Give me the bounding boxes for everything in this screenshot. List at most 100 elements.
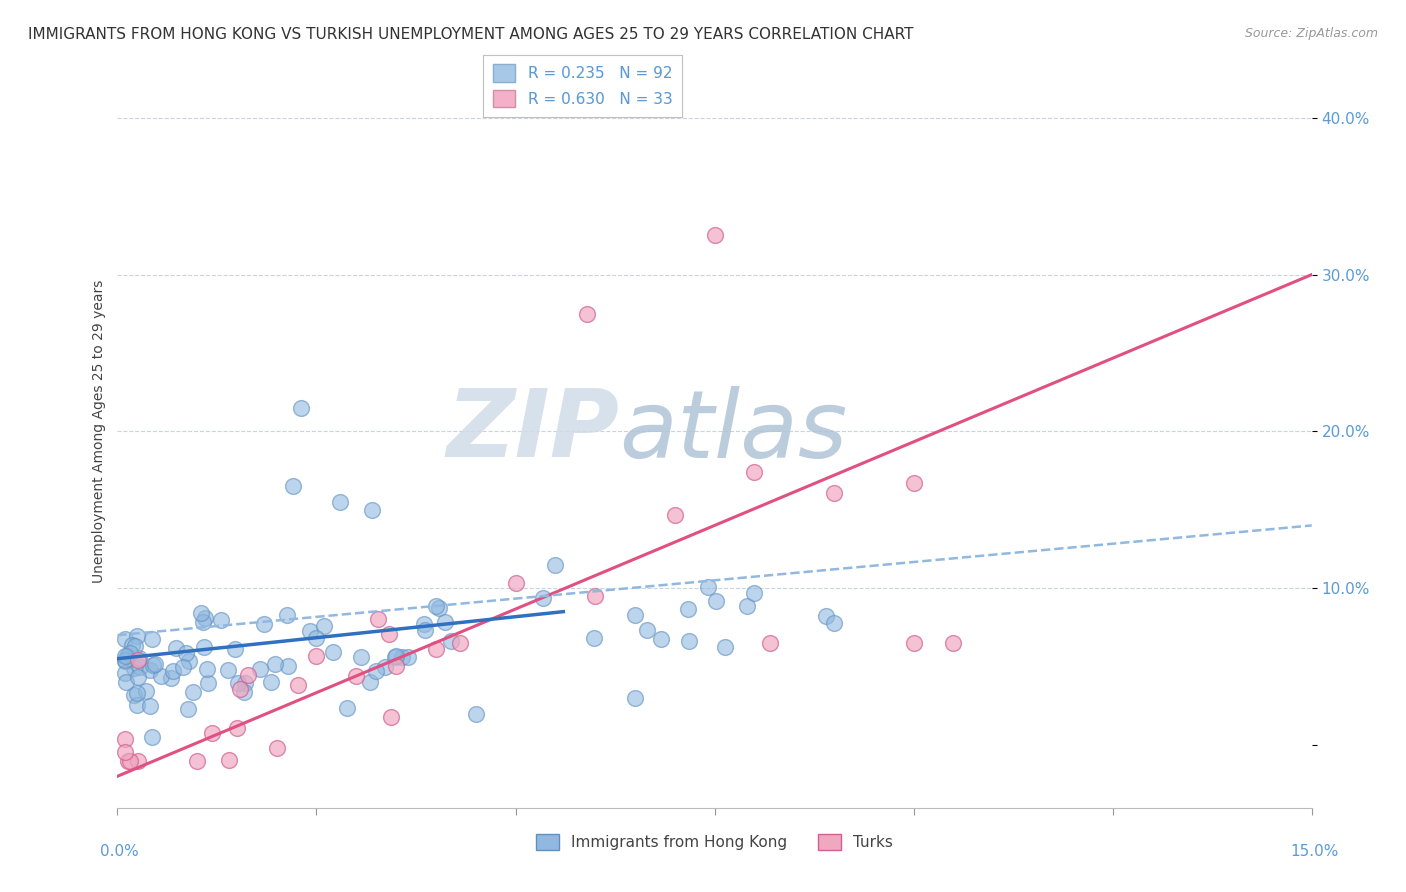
Point bbox=[942, 636, 965, 650]
Point bbox=[583, 631, 606, 645]
Point bbox=[531, 591, 554, 606]
Point bbox=[114, 653, 136, 667]
Point bbox=[125, 629, 148, 643]
Point bbox=[114, 649, 136, 664]
Point bbox=[703, 228, 725, 243]
Point bbox=[197, 675, 219, 690]
Point bbox=[236, 668, 259, 682]
Point bbox=[440, 633, 463, 648]
Point bbox=[139, 663, 162, 677]
Point bbox=[391, 650, 413, 665]
Point bbox=[225, 721, 247, 735]
Point bbox=[650, 632, 672, 647]
Point bbox=[287, 678, 309, 692]
Point bbox=[277, 659, 299, 673]
Point bbox=[814, 608, 837, 623]
Point bbox=[253, 616, 276, 631]
Point bbox=[177, 654, 200, 668]
Point bbox=[706, 593, 728, 607]
Point bbox=[124, 640, 146, 654]
Point bbox=[172, 659, 194, 673]
Point bbox=[139, 699, 162, 714]
Point bbox=[218, 754, 240, 768]
Point bbox=[160, 671, 183, 685]
Legend: R = 0.235   N = 92, R = 0.630   N = 33: R = 0.235 N = 92, R = 0.630 N = 33 bbox=[484, 55, 682, 117]
Point bbox=[186, 754, 208, 768]
Point bbox=[117, 754, 139, 768]
Point bbox=[194, 611, 217, 625]
Point bbox=[122, 660, 145, 674]
Point bbox=[744, 586, 766, 600]
Point bbox=[120, 754, 142, 768]
Point bbox=[329, 495, 352, 509]
Point bbox=[193, 615, 215, 629]
Point bbox=[266, 741, 288, 756]
Point bbox=[322, 644, 344, 658]
Point bbox=[125, 686, 148, 700]
Point bbox=[464, 706, 486, 721]
Point bbox=[176, 646, 198, 660]
Point bbox=[249, 662, 271, 676]
Text: ZIP: ZIP bbox=[446, 385, 619, 477]
Point bbox=[115, 675, 138, 690]
Point bbox=[233, 675, 256, 690]
Point bbox=[305, 648, 328, 663]
Point bbox=[276, 608, 298, 623]
Point bbox=[121, 638, 143, 652]
Point bbox=[624, 690, 647, 705]
Point bbox=[364, 665, 387, 679]
Point bbox=[714, 640, 737, 654]
Point bbox=[195, 662, 218, 676]
Point bbox=[127, 653, 149, 667]
Point bbox=[385, 659, 408, 673]
Point bbox=[233, 685, 256, 699]
Point bbox=[350, 650, 373, 665]
Point bbox=[374, 659, 396, 673]
Point bbox=[903, 636, 925, 650]
Point bbox=[135, 684, 157, 698]
Y-axis label: Unemployment Among Ages 25 to 29 years: Unemployment Among Ages 25 to 29 years bbox=[93, 280, 107, 583]
Point bbox=[114, 654, 136, 668]
Point bbox=[290, 401, 312, 415]
Point bbox=[396, 650, 419, 665]
Text: 15.0%: 15.0% bbox=[1291, 845, 1339, 859]
Point bbox=[636, 623, 658, 637]
Point bbox=[150, 668, 173, 682]
Point bbox=[141, 730, 163, 744]
Point bbox=[433, 615, 456, 630]
Point bbox=[114, 666, 136, 681]
Point bbox=[281, 479, 304, 493]
Point bbox=[505, 575, 527, 590]
Point bbox=[128, 650, 150, 665]
Point bbox=[384, 650, 406, 665]
Point bbox=[209, 613, 232, 627]
Point bbox=[429, 601, 451, 615]
Point bbox=[122, 688, 145, 702]
Point bbox=[128, 754, 150, 768]
Point bbox=[305, 631, 328, 645]
Point bbox=[142, 657, 165, 672]
Point bbox=[425, 599, 447, 613]
Text: Source: ZipAtlas.com: Source: ZipAtlas.com bbox=[1244, 27, 1378, 40]
Point bbox=[678, 602, 700, 616]
Point bbox=[312, 619, 335, 633]
Point bbox=[298, 624, 321, 638]
Point bbox=[141, 632, 163, 646]
Point bbox=[359, 674, 381, 689]
Point bbox=[361, 502, 384, 516]
Point bbox=[678, 634, 700, 648]
Point bbox=[385, 649, 408, 664]
Point bbox=[344, 669, 367, 683]
Point bbox=[143, 657, 166, 672]
Point bbox=[125, 698, 148, 713]
Point bbox=[583, 590, 606, 604]
Point bbox=[697, 580, 720, 594]
Point bbox=[744, 465, 766, 479]
Point bbox=[823, 486, 845, 500]
Text: IMMIGRANTS FROM HONG KONG VS TURKISH UNEMPLOYMENT AMONG AGES 25 TO 29 YEARS CORR: IMMIGRANTS FROM HONG KONG VS TURKISH UNE… bbox=[28, 27, 914, 42]
Point bbox=[425, 642, 447, 657]
Point bbox=[449, 636, 471, 650]
Point bbox=[127, 670, 149, 684]
Point bbox=[260, 674, 283, 689]
Point bbox=[823, 615, 845, 630]
